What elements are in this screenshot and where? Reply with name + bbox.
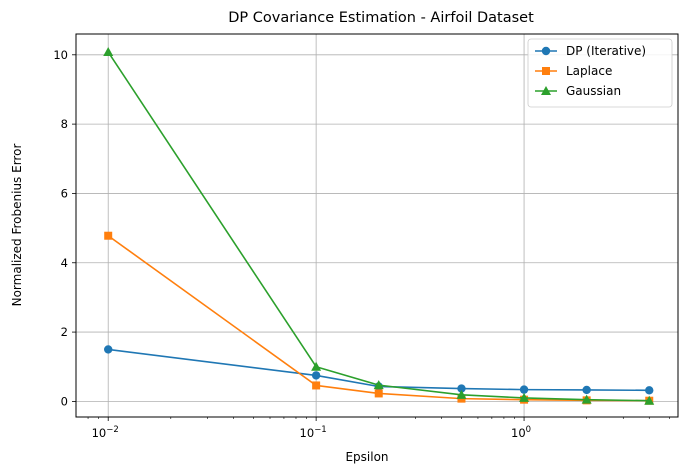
legend-marker [541,86,551,95]
data-point [519,385,529,394]
legend-label: Gaussian [566,84,621,98]
y-axis-label: Normalized Frobenius Error [10,144,24,307]
x-tick-exponent: 0 [526,425,531,435]
x-tick-label: 10−2 [92,425,119,440]
plot-frame [75,33,679,418]
data-point [581,394,592,404]
data-point [104,345,113,354]
data-point [311,371,321,380]
grid [76,34,678,417]
legend: DP (Iterative) Laplace Gaussian [527,38,673,108]
data-point [457,384,466,393]
legend-label: DP (Iterative) [566,44,646,58]
data-point [311,361,322,371]
chart-title: DP Covariance Estimation - Airfoil Datas… [228,10,534,26]
data-point [103,47,114,57]
legend-item: DP (Iterative) [535,44,646,58]
y-tick-label: 8 [61,117,68,131]
x-tick-exponent: −2 [106,425,119,435]
data-point [645,386,654,395]
x-tick-label: 10−1 [300,425,327,440]
y-tick-label: 0 [61,394,68,408]
x-tick-label: 100 [511,425,531,440]
legend-marker [542,67,550,75]
x-axis-label: Epsilon [345,450,388,464]
legend-label: Laplace [566,64,612,78]
data-point [519,392,530,402]
series-layer [103,47,655,405]
legend-item: Gaussian [535,84,621,98]
y-tick-label: 4 [61,256,68,270]
data-point [582,385,591,395]
x-tick-exponent: −1 [314,425,327,435]
x-tick-base: 10 [300,426,315,440]
legend-marker [541,46,551,56]
data-point [456,389,467,399]
legend-box [527,38,673,108]
legend-item: Laplace [535,64,612,78]
y-tick-label: 2 [61,325,68,339]
series-triangle [103,47,655,405]
data-point [373,380,384,390]
data-point [312,381,321,390]
data-point [644,395,655,405]
y-tick-label: 10 [53,48,68,62]
data-point [374,389,383,398]
y-tick-label: 6 [61,186,68,200]
data-point [104,231,113,240]
x-tick-base: 10 [511,426,526,440]
x-tick-base: 10 [92,426,107,440]
